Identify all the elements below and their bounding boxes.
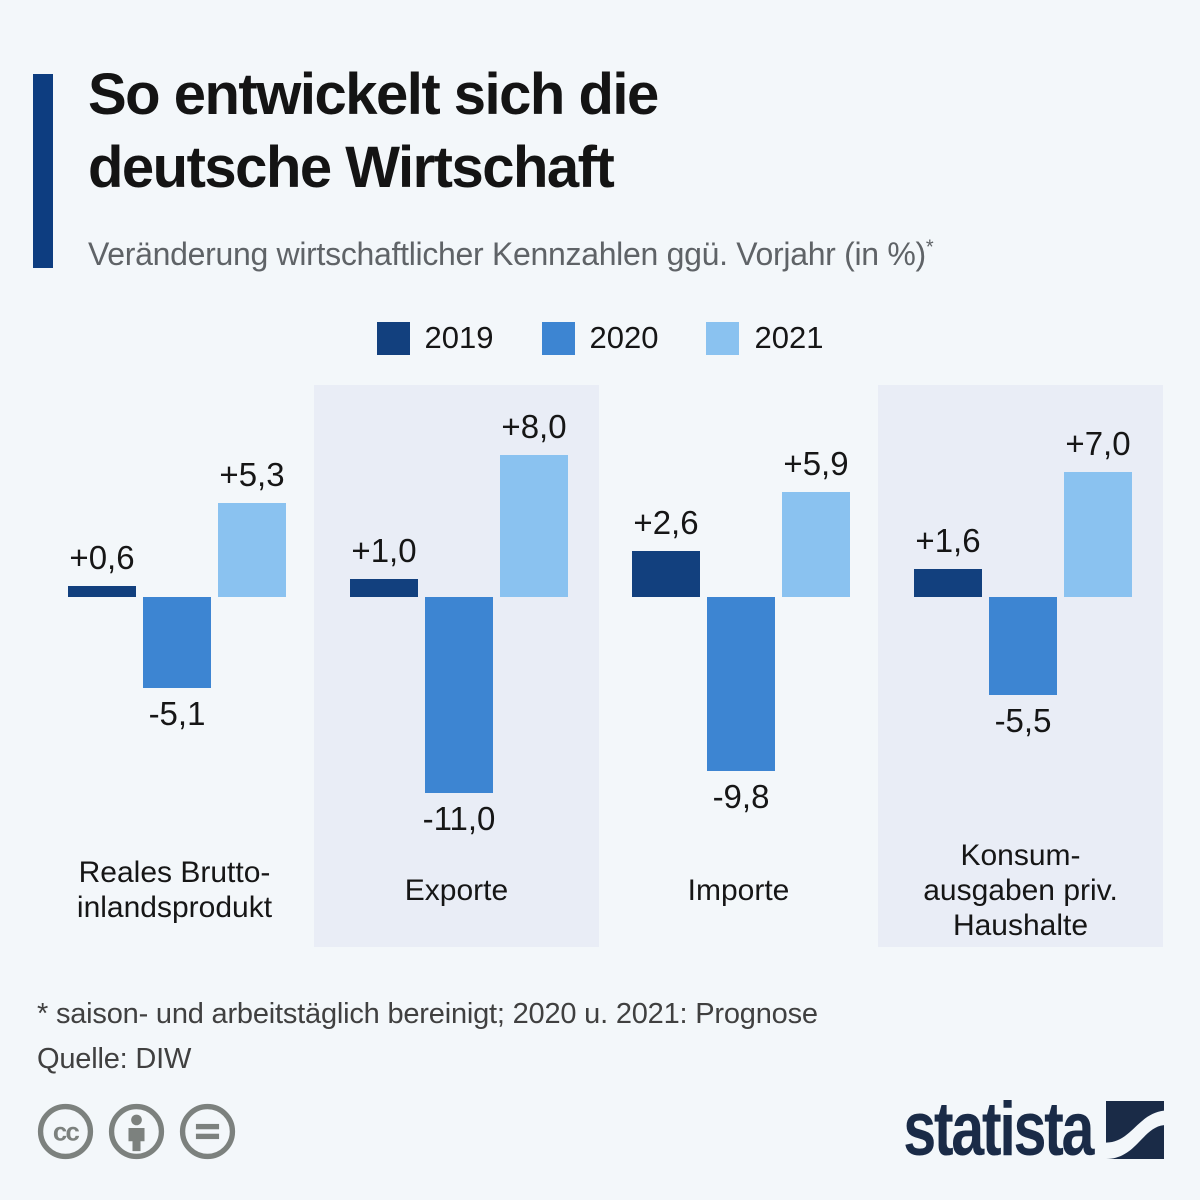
legend-label: 2021	[754, 320, 824, 355]
brand: statista	[850, 1087, 1164, 1172]
footnote-text: * saison- und arbeitstäglich bereinigt; …	[37, 998, 818, 1030]
bar-2019-1	[350, 579, 418, 597]
bar-value-label: -9,8	[712, 778, 770, 815]
svg-text:cc: cc	[53, 1118, 80, 1146]
legend-swatch-2019	[376, 321, 410, 355]
category-label-line: Konsum-	[960, 838, 1081, 872]
legend-item-2021: 2021	[706, 320, 823, 356]
title-line-2: deutsche Wirtschaft	[88, 135, 615, 200]
title-line-1: So entwickelt sich die	[88, 62, 659, 127]
bar-2020-0	[143, 597, 211, 688]
category-label-line: Reales Brutto-	[78, 856, 271, 889]
bar-2019-3	[914, 569, 982, 597]
footnote-marker: *	[925, 236, 934, 259]
bar-2019-2	[632, 551, 700, 597]
legend-swatch-2021	[706, 321, 740, 355]
bar-2020-1	[425, 597, 493, 793]
category-label: Reales Brutto-inlandsprodukt	[20, 825, 329, 955]
category-label: Exporte	[302, 825, 611, 955]
bar-2021-2	[782, 492, 850, 597]
category-label-line: ausgaben priv.	[923, 873, 1118, 907]
cc-icon: cc	[37, 1103, 94, 1160]
bar-2020-3	[989, 597, 1057, 695]
statista-logo-icon	[1106, 1101, 1164, 1159]
legend-swatch-2020	[541, 321, 575, 355]
title-accent-bar	[33, 74, 53, 268]
bar-value-label: +7,0	[1065, 425, 1131, 462]
category-label-line: inlandsprodukt	[76, 891, 273, 924]
legend-label: 2019	[424, 320, 494, 355]
legend-item-2020: 2020	[541, 320, 659, 356]
no-derivatives-equals-icon	[179, 1103, 236, 1160]
bar-2020-2	[707, 597, 775, 771]
chart-legend: 2019 2020 2021	[0, 320, 1200, 356]
bar-2021-3	[1064, 472, 1132, 597]
bar-value-label: +2,6	[633, 504, 699, 541]
bar-value-label: +1,6	[915, 522, 981, 559]
brand-wordmark: statista	[903, 1087, 1094, 1172]
category-label-line: Haushalte	[952, 908, 1089, 942]
category-label-line: Exporte	[404, 873, 509, 907]
category-label: Importe	[584, 825, 893, 955]
bar-value-label: +5,3	[219, 456, 285, 493]
legend-label: 2020	[589, 320, 659, 355]
bar-value-label: +0,6	[69, 539, 135, 576]
license-icons: cc	[37, 1103, 236, 1160]
category-label: Konsum-ausgaben priv. Haushalte	[866, 825, 1175, 955]
bar-value-label: -5,1	[148, 695, 206, 732]
chart-canvas: +0,6 -5,1 +5,3 Reales Brutto-inlandsprodukt…	[0, 385, 1200, 955]
attribution-person-icon	[108, 1103, 165, 1160]
bar-value-label: -5,5	[994, 702, 1052, 739]
bar-2021-1	[500, 455, 568, 597]
page-title: So entwickelt sich die deutsche Wirtscha…	[88, 58, 659, 204]
bar-value-label: -11,0	[422, 800, 496, 837]
page-subtitle: Veränderung wirtschaftlicher Kennzahlen …	[88, 236, 934, 272]
category-label-line: Importe	[687, 873, 790, 907]
bar-value-label: +1,0	[351, 532, 417, 569]
bar-2019-0	[68, 586, 136, 597]
bar-2021-0	[218, 503, 286, 597]
bar-value-label: +8,0	[501, 408, 567, 445]
footnote-block: * saison- und arbeitstäglich bereinigt; …	[37, 992, 818, 1082]
legend-item-2019: 2019	[376, 320, 494, 356]
source-text: Quelle: DIW	[37, 1043, 192, 1075]
bar-value-label: +5,9	[783, 445, 849, 482]
